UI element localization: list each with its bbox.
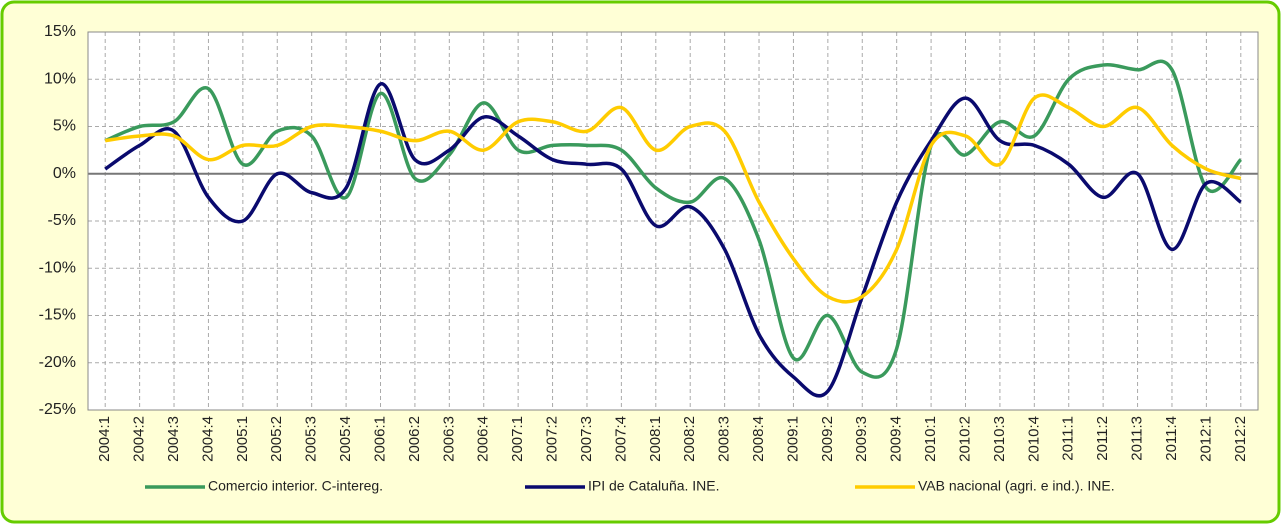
series-line — [104, 93, 1242, 304]
x-tick-label: 2012:2 — [1232, 416, 1249, 462]
y-tick-label: -10% — [39, 259, 76, 276]
y-tick-label: -20% — [39, 354, 76, 371]
x-tick-label: 2004:4 — [199, 416, 216, 462]
x-tick-label: 2007:1 — [509, 416, 526, 462]
x-tick-label: 2011:4 — [1163, 416, 1180, 461]
x-tick-label: 2010:4 — [1025, 416, 1042, 462]
x-tick-label: 2004:2 — [131, 416, 148, 462]
x-tick-label: 2008:4 — [750, 416, 767, 462]
series-line — [104, 82, 1242, 398]
x-tick-label: 2006:2 — [406, 416, 423, 462]
x-tick-label: 2009:3 — [853, 416, 870, 462]
y-tick-label: -5% — [48, 212, 76, 229]
x-tick-label: 2009:4 — [888, 416, 905, 462]
x-tick-label: 2008:3 — [716, 416, 733, 462]
x-tick-label: 2006:3 — [440, 416, 457, 462]
x-tick-label: 2008:2 — [681, 416, 698, 462]
x-tick-label: 2008:1 — [647, 416, 664, 462]
y-tick-label: 0% — [53, 165, 76, 182]
y-tick-label: -15% — [39, 307, 76, 324]
x-tick-label: 2012:1 — [1197, 416, 1214, 462]
x-tick-label: 2005:3 — [303, 416, 320, 462]
x-tick-label: 2011:2 — [1094, 416, 1111, 461]
y-tick-label: 15% — [44, 23, 76, 40]
x-tick-label: 2009:2 — [819, 416, 836, 462]
x-tick-label: 2004:3 — [165, 416, 182, 462]
y-tick-label: 10% — [44, 70, 76, 87]
x-tick-label: 2007:2 — [544, 416, 561, 462]
series-line — [104, 59, 1243, 379]
x-tick-label: 2005:2 — [268, 416, 285, 462]
x-tick-label: 2005:1 — [234, 416, 251, 462]
x-tick-label: 2010:3 — [991, 416, 1008, 462]
legend-label: VAB nacional (agri. e ind.). INE. — [918, 478, 1115, 494]
x-tick-label: 2007:4 — [612, 416, 629, 462]
x-tick-label: 2005:4 — [337, 416, 354, 462]
y-tick-label: -25% — [39, 401, 76, 418]
plot-border — [87, 31, 1259, 411]
legend-label: IPI de Cataluña. INE. — [588, 478, 720, 494]
x-tick-label: 2009:1 — [784, 416, 801, 462]
x-tick-label: 2006:1 — [371, 416, 388, 462]
x-tick-label: 2004:1 — [96, 416, 113, 462]
y-tick-label: 5% — [53, 118, 76, 135]
x-tick-label: 2010:2 — [956, 416, 973, 462]
x-tick-label: 2010:1 — [922, 416, 939, 462]
x-tick-label: 2007:3 — [578, 416, 595, 462]
legend-label: Comercio interior. C-intereg. — [208, 478, 383, 494]
x-tick-label: 2011:3 — [1129, 416, 1146, 461]
x-tick-label: 2011:1 — [1060, 416, 1077, 461]
x-tick-label: 2006:4 — [475, 416, 492, 462]
